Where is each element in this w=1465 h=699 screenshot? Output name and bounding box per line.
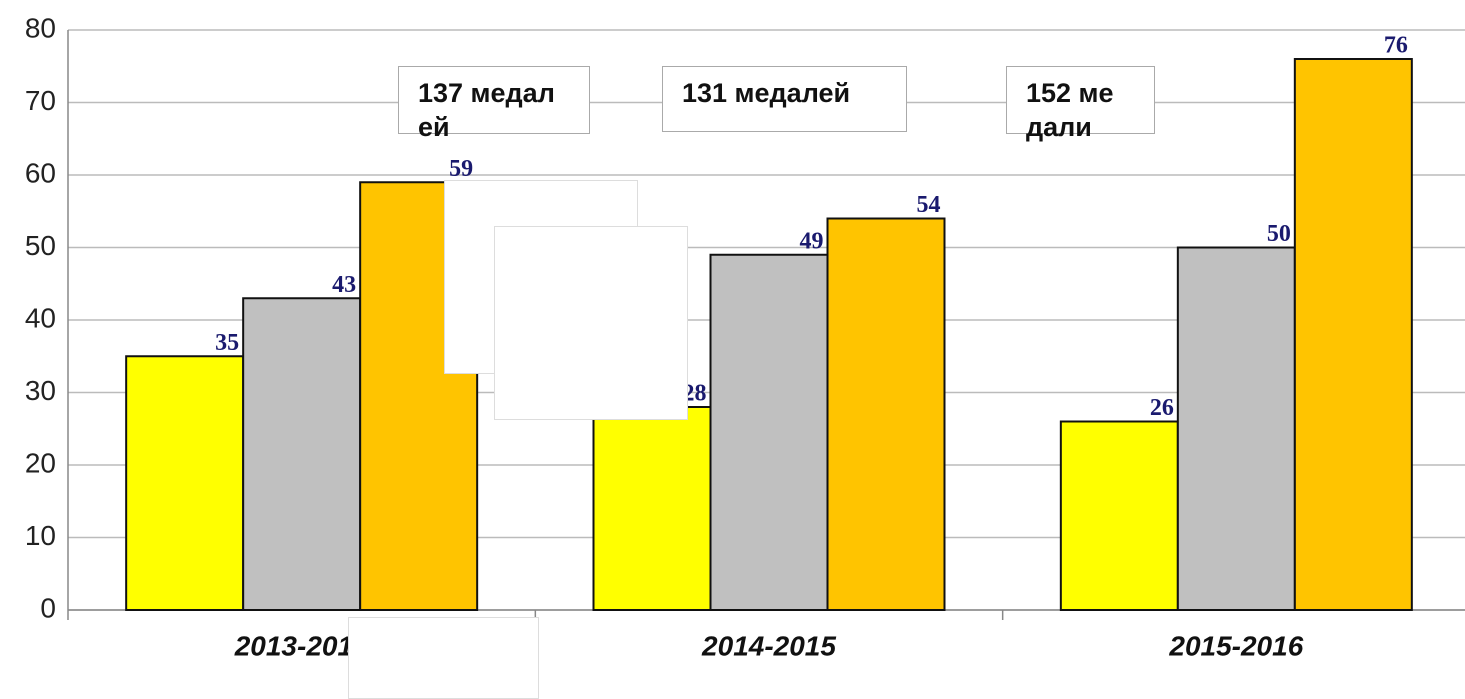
annotation-box: [662, 66, 907, 132]
bar: [1059, 420, 1179, 611]
value-label: 43: [332, 272, 356, 298]
y-tick-label: 50: [25, 230, 56, 261]
value-label: 35: [215, 330, 239, 356]
bar: [242, 297, 362, 611]
value-label: 26: [1150, 395, 1174, 421]
bar: [1293, 58, 1413, 611]
overlay-patch: [494, 226, 688, 420]
overlay-patch: [348, 617, 539, 699]
bar: [1176, 246, 1296, 611]
bar: [125, 355, 245, 611]
bar: [709, 253, 829, 611]
x-tick-label: 2015-2016: [1168, 630, 1303, 661]
bar: [826, 217, 946, 611]
annotation: 137 медалей: [418, 78, 555, 142]
bar: [592, 406, 712, 611]
y-tick-label: 70: [25, 85, 56, 116]
value-label: 59: [449, 156, 473, 182]
annotation: 152 медали: [1026, 78, 1114, 142]
value-label: 49: [800, 228, 824, 254]
annotation-box: [1006, 66, 1155, 134]
annotation: 131 медалей: [682, 78, 851, 108]
y-tick-label: 80: [25, 12, 56, 43]
y-tick-label: 10: [25, 520, 56, 551]
y-tick-label: 20: [25, 447, 56, 478]
y-tick-label: 0: [40, 592, 56, 623]
y-tick-label: 60: [25, 157, 56, 188]
annotation-box: [398, 66, 590, 134]
x-tick-label: 2013-2014: [234, 630, 369, 661]
value-label: 50: [1267, 221, 1291, 247]
x-tick-label: 2014-2015: [701, 630, 836, 661]
y-tick-label: 40: [25, 302, 56, 333]
value-label: 76: [1384, 33, 1408, 59]
value-label: 54: [917, 192, 941, 218]
y-tick-label: 30: [25, 375, 56, 406]
